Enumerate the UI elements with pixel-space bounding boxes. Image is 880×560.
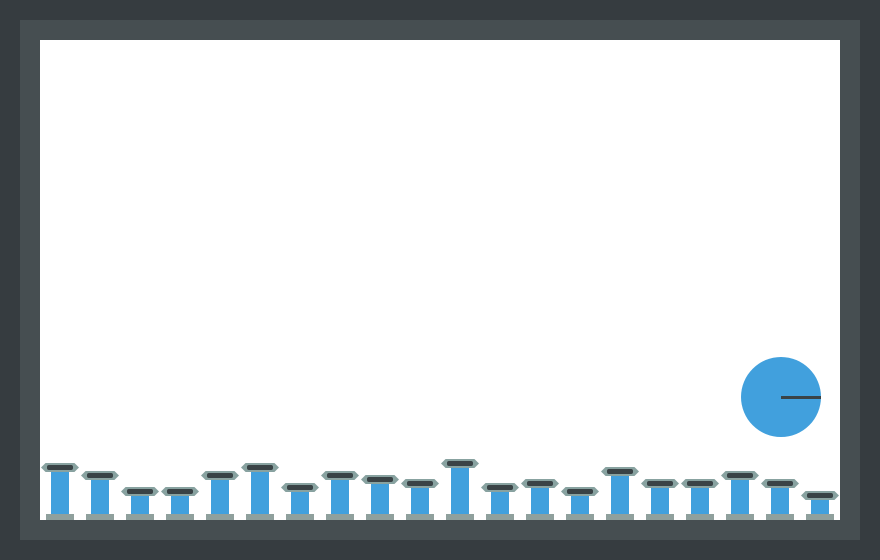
pillar-base [206,514,234,520]
pillar-column [491,491,509,514]
pillar [440,459,480,520]
pillar-column [91,479,109,514]
pillar [680,479,720,520]
pillar-column [171,495,189,514]
pillar [200,471,240,520]
pillar [720,471,760,520]
pillar [40,463,80,520]
pillar [480,483,520,520]
pillar-cap-bar [167,489,193,494]
pillar-cap-bar [647,481,673,486]
pillar-cap-bar [207,473,233,478]
pillar-base [686,514,714,520]
pillar [560,487,600,520]
pillar-column [771,487,789,514]
pillar-base [526,514,554,520]
pillar [320,471,360,520]
pillar-cap-bar [47,465,73,470]
pillar-cap-bar [367,477,393,482]
pillar [600,467,640,520]
pillar-cap-bar [527,481,553,486]
pillar-column [371,483,389,514]
pillar-cap-bar [807,493,833,498]
pillar-base [806,514,834,520]
pillar [400,479,440,520]
pillar-base [646,514,674,520]
pillar-base [366,514,394,520]
pillar-column [331,479,349,514]
pillar-cap-bar [447,461,473,466]
pillar-base [406,514,434,520]
pillar [120,487,160,520]
pillar-base [166,514,194,520]
pillar-column [251,471,269,514]
pillar-cap-bar [567,489,593,494]
pillar-base [86,514,114,520]
pillar-cap-bar [327,473,353,478]
pillar-column [691,487,709,514]
pillar-column [131,495,149,514]
pillar-cap-bar [607,469,633,474]
pillar-base [766,514,794,520]
pillar-column [211,479,229,514]
pillar-column [531,487,549,514]
pillar-cap-bar [487,485,513,490]
pillar-cap-bar [767,481,793,486]
pillar-base [606,514,634,520]
pillar-column [731,479,749,514]
pillar-column [651,487,669,514]
game-playfield[interactable] [40,40,840,520]
player-ball[interactable] [741,357,821,437]
pillar-cap-bar [407,481,433,486]
pillar [760,479,800,520]
pillar-base [246,514,274,520]
pillar-column [571,495,589,514]
pillar-base [326,514,354,520]
pillar-base [726,514,754,520]
pillar-cap-bar [247,465,273,470]
pillar-column [411,487,429,514]
pillar-base [486,514,514,520]
pillar-cap-bar [287,485,313,490]
pillar-column [51,471,69,514]
pillar [520,479,560,520]
pillar [800,491,840,520]
pillar-column [451,467,469,514]
pillar [80,471,120,520]
pillar-base [126,514,154,520]
pillar [160,487,200,520]
pillar-column [811,499,829,514]
pillar [640,479,680,520]
ball-direction-indicator [781,396,821,399]
pillar-column [611,475,629,514]
pillar-base [286,514,314,520]
pillar [240,463,280,520]
pillar-base [566,514,594,520]
pillar [280,483,320,520]
pillar-base [46,514,74,520]
pillar-column [291,491,309,514]
pillar-cap-bar [687,481,713,486]
pillar [360,475,400,520]
pillar-cap-bar [87,473,113,478]
pillar-cap-bar [727,473,753,478]
pillar-base [446,514,474,520]
pillar-cap-bar [127,489,153,494]
